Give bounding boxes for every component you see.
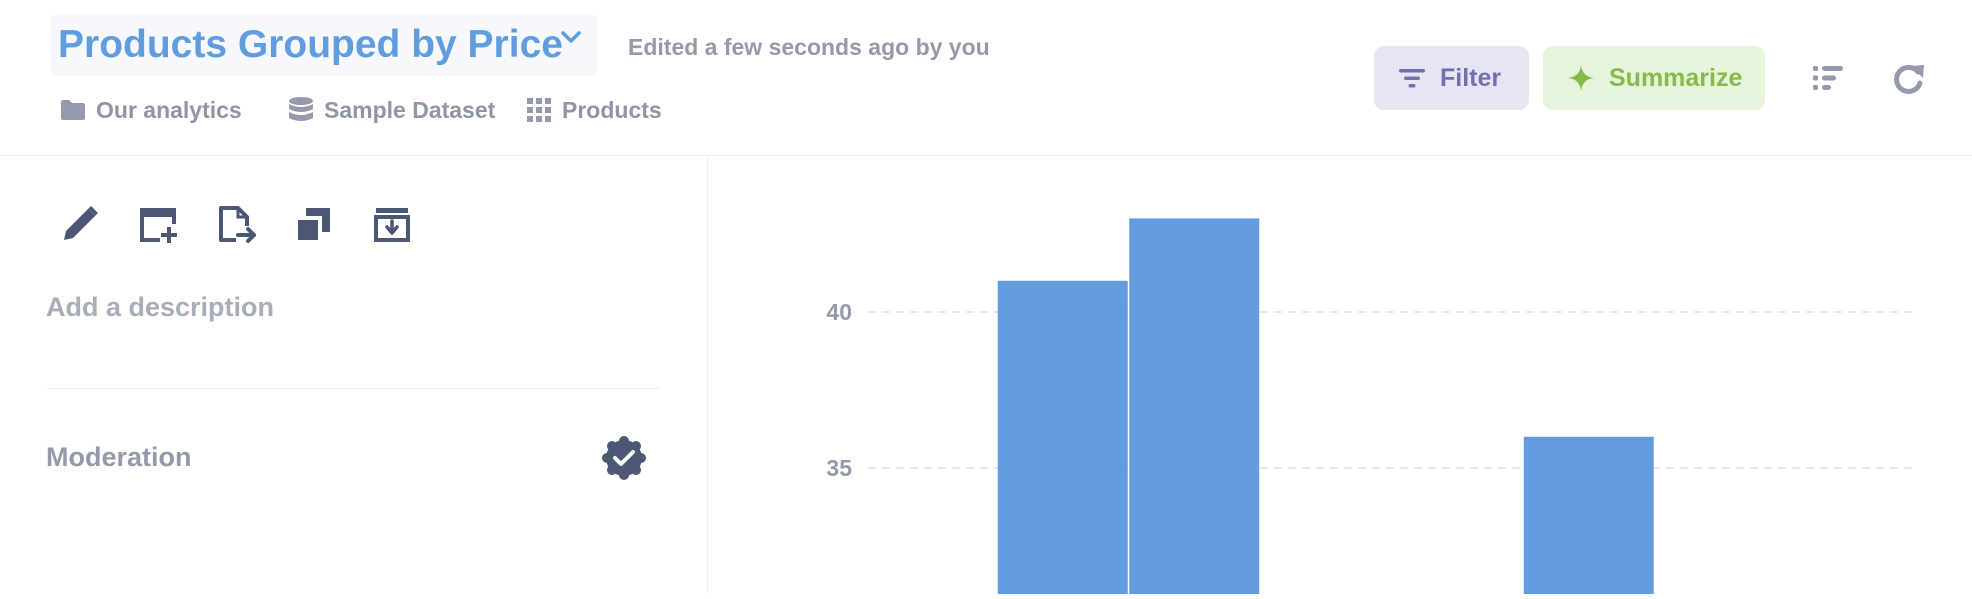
database-icon	[289, 97, 313, 121]
question-title[interactable]: Products Grouped by Price	[50, 14, 598, 76]
chevron-down-icon[interactable]	[556, 22, 586, 52]
bar[interactable]	[1129, 218, 1260, 594]
edit-icon[interactable]	[58, 202, 102, 246]
filter-button-label: Filter	[1440, 63, 1502, 92]
breadcrumb-collection[interactable]: Our analytics	[60, 95, 242, 125]
question-header: Products Grouped by Price Edited a few s…	[0, 0, 1972, 156]
bar[interactable]	[1523, 436, 1654, 594]
grid-icon	[527, 98, 551, 122]
duplicate-icon[interactable]	[292, 202, 336, 246]
moderation-label: Moderation	[46, 442, 192, 472]
breadcrumb-table[interactable]: Products	[526, 95, 662, 125]
folder-icon	[61, 100, 85, 120]
bar-chart: 35 40	[708, 156, 1972, 594]
divider	[46, 388, 660, 389]
move-icon[interactable]	[214, 202, 258, 246]
question-title-text[interactable]: Products Grouped by Price	[58, 23, 563, 66]
description-field[interactable]: Add a description	[46, 292, 275, 322]
summarize-button[interactable]: Summarize	[1543, 46, 1765, 110]
breadcrumb-table-label: Products	[562, 96, 662, 123]
archive-icon[interactable]	[370, 202, 414, 246]
bar[interactable]	[997, 280, 1128, 594]
bar-chart-svg: 35 40	[826, 218, 1918, 594]
y-axis-tick-label: 40	[826, 299, 852, 325]
verified-icon[interactable]	[602, 436, 646, 480]
breadcrumb-collection-label: Our analytics	[96, 96, 242, 123]
sparkle-icon	[1568, 65, 1594, 91]
refresh-icon[interactable]	[1892, 62, 1926, 96]
summarize-button-label: Summarize	[1609, 63, 1743, 92]
question-info-sidebar: Add a description Moderation	[0, 156, 708, 594]
notebook-toggle-icon[interactable]	[1812, 64, 1844, 92]
y-axis-tick-label: 35	[826, 455, 852, 481]
filter-button[interactable]: Filter	[1374, 46, 1529, 110]
filter-icon	[1399, 69, 1425, 88]
last-edited-info[interactable]: Edited a few seconds ago by you	[628, 34, 990, 60]
add-to-dashboard-icon[interactable]	[136, 202, 180, 246]
breadcrumb-database-label: Sample Dataset	[324, 96, 496, 123]
breadcrumb-database[interactable]: Sample Dataset	[288, 95, 495, 125]
